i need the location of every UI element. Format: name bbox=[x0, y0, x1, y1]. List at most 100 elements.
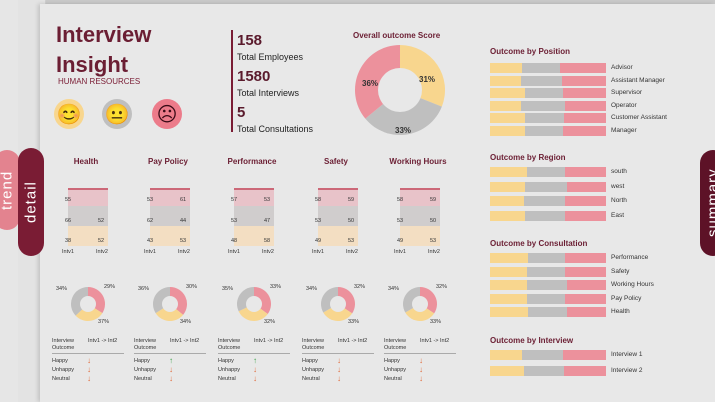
unhappy-segment[interactable] bbox=[566, 307, 606, 317]
neutral-segment[interactable] bbox=[524, 125, 564, 136]
region-stacked-bar[interactable] bbox=[490, 210, 606, 221]
mini-donut-slice[interactable] bbox=[170, 287, 187, 315]
category-band-chart[interactable] bbox=[234, 188, 274, 246]
position-stacked-bar[interactable] bbox=[490, 113, 606, 123]
neutral-segment[interactable] bbox=[523, 366, 565, 376]
happy-segment[interactable] bbox=[490, 63, 523, 73]
band-unhappy[interactable] bbox=[400, 188, 440, 206]
neutral-segment[interactable] bbox=[527, 167, 566, 177]
band-neutral[interactable] bbox=[68, 206, 108, 226]
unhappy-segment[interactable] bbox=[559, 63, 606, 73]
overall-slice-neutral[interactable] bbox=[365, 90, 442, 135]
happy-segment[interactable] bbox=[490, 350, 523, 360]
neutral-segment[interactable] bbox=[521, 100, 566, 111]
unhappy-segment[interactable] bbox=[564, 113, 606, 123]
unhappy-segment[interactable] bbox=[564, 366, 606, 376]
neutral-segment[interactable] bbox=[522, 63, 560, 73]
happy-segment[interactable] bbox=[490, 167, 528, 177]
band-happy[interactable] bbox=[400, 226, 440, 246]
neutral-segment[interactable] bbox=[524, 181, 567, 192]
neutral-segment[interactable] bbox=[524, 88, 564, 98]
position-stacked-bar[interactable] bbox=[490, 125, 606, 136]
neutral-segment[interactable] bbox=[524, 113, 565, 123]
happy-segment[interactable] bbox=[490, 100, 522, 111]
overall-donut[interactable] bbox=[354, 44, 446, 136]
band-unhappy[interactable] bbox=[234, 188, 274, 206]
category-mini-donut[interactable] bbox=[70, 286, 106, 322]
consultation-stacked-bar[interactable] bbox=[490, 266, 606, 277]
unhappy-segment[interactable] bbox=[565, 167, 606, 177]
neutral-segment[interactable] bbox=[528, 253, 566, 263]
happy-segment[interactable] bbox=[490, 210, 525, 221]
band-unhappy[interactable] bbox=[318, 188, 358, 206]
tab-trend[interactable]: trend bbox=[0, 150, 20, 230]
unhappy-segment[interactable] bbox=[561, 75, 606, 86]
unhappy-segment[interactable] bbox=[565, 293, 606, 304]
tab-detail[interactable]: detail bbox=[18, 148, 44, 256]
category-mini-donut[interactable] bbox=[402, 286, 438, 322]
happy-segment[interactable] bbox=[490, 266, 528, 277]
neutral-segment[interactable] bbox=[522, 350, 564, 360]
region-stacked-bar[interactable] bbox=[490, 181, 606, 192]
happy-segment[interactable] bbox=[490, 307, 529, 317]
unhappy-segment[interactable] bbox=[565, 266, 606, 277]
interview-stacked-bar[interactable] bbox=[490, 366, 606, 376]
mini-donut-slice[interactable] bbox=[254, 287, 271, 314]
band-happy[interactable] bbox=[234, 226, 274, 246]
neutral-segment[interactable] bbox=[524, 210, 566, 221]
unhappy-segment[interactable] bbox=[563, 350, 606, 360]
happy-segment[interactable] bbox=[490, 181, 525, 192]
position-stacked-bar[interactable] bbox=[490, 100, 606, 111]
happy-segment[interactable] bbox=[490, 125, 525, 136]
category-mini-donut[interactable] bbox=[236, 286, 272, 322]
happy-segment[interactable] bbox=[490, 113, 525, 123]
category-mini-donut[interactable] bbox=[152, 286, 188, 322]
tab-summary[interactable]: summary bbox=[700, 150, 715, 256]
mini-donut-slice[interactable] bbox=[323, 304, 353, 321]
unhappy-segment[interactable] bbox=[565, 100, 606, 111]
position-stacked-bar[interactable] bbox=[490, 88, 606, 98]
mini-donut-slice[interactable] bbox=[75, 304, 103, 321]
category-mini-donut[interactable] bbox=[320, 286, 356, 322]
happy-segment[interactable] bbox=[490, 196, 524, 206]
interview-stacked-bar[interactable] bbox=[490, 350, 606, 360]
neutral-segment[interactable] bbox=[527, 266, 566, 277]
region-stacked-bar[interactable] bbox=[490, 196, 606, 206]
band-unhappy[interactable] bbox=[68, 188, 108, 206]
happy-segment[interactable] bbox=[490, 253, 529, 263]
unhappy-segment[interactable] bbox=[563, 125, 606, 136]
unhappy-segment[interactable] bbox=[566, 181, 606, 192]
position-stacked-bar[interactable] bbox=[490, 75, 606, 86]
happy-segment[interactable] bbox=[490, 366, 524, 376]
band-happy[interactable] bbox=[150, 226, 190, 246]
mini-donut-slice[interactable] bbox=[155, 304, 184, 321]
consultation-stacked-bar[interactable] bbox=[490, 280, 606, 290]
band-neutral[interactable] bbox=[318, 206, 358, 226]
category-band-chart[interactable] bbox=[400, 188, 440, 246]
unhappy-segment[interactable] bbox=[565, 210, 606, 221]
happy-segment[interactable] bbox=[490, 293, 528, 304]
position-stacked-bar[interactable] bbox=[490, 63, 606, 73]
neutral-segment[interactable] bbox=[528, 307, 567, 317]
neutral-segment[interactable] bbox=[523, 196, 566, 206]
happy-segment[interactable] bbox=[490, 280, 528, 290]
band-neutral[interactable] bbox=[400, 206, 440, 226]
consultation-stacked-bar[interactable] bbox=[490, 253, 606, 263]
unhappy-segment[interactable] bbox=[563, 88, 606, 98]
category-band-chart[interactable] bbox=[68, 188, 108, 246]
band-neutral[interactable] bbox=[150, 206, 190, 226]
mini-donut-slice[interactable] bbox=[71, 287, 88, 316]
band-neutral[interactable] bbox=[234, 206, 274, 226]
consultation-stacked-bar[interactable] bbox=[490, 293, 606, 304]
unhappy-segment[interactable] bbox=[565, 253, 606, 263]
band-unhappy[interactable] bbox=[150, 188, 190, 206]
neutral-segment[interactable] bbox=[527, 293, 566, 304]
region-stacked-bar[interactable] bbox=[490, 167, 606, 177]
neutral-segment[interactable] bbox=[527, 280, 567, 290]
happy-segment[interactable] bbox=[490, 75, 522, 86]
unhappy-segment[interactable] bbox=[565, 196, 606, 206]
happy-segment[interactable] bbox=[490, 88, 525, 98]
overall-slice-unhappy[interactable] bbox=[355, 45, 400, 119]
unhappy-segment[interactable] bbox=[566, 280, 606, 290]
consultation-stacked-bar[interactable] bbox=[490, 307, 606, 317]
